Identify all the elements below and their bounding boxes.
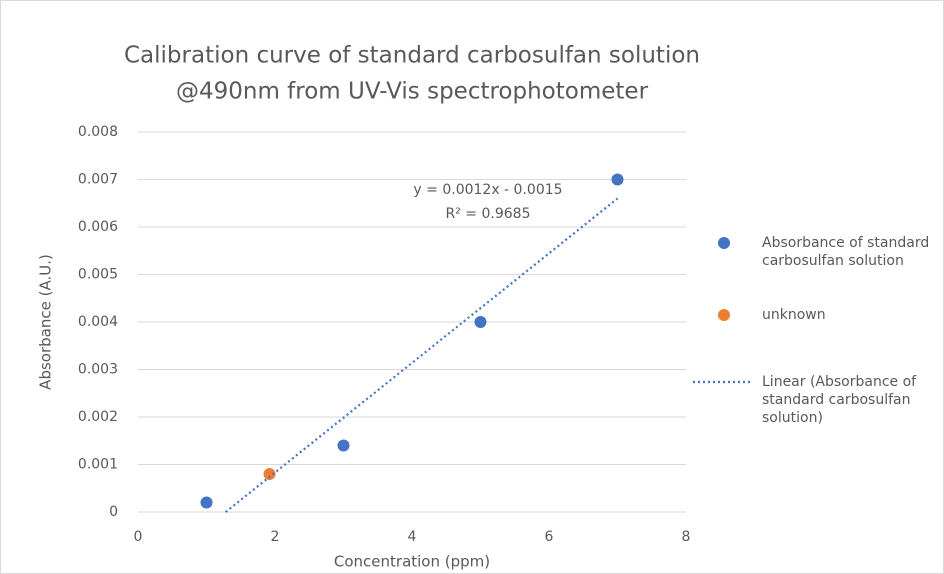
x-tick-label: 8 [682, 529, 691, 545]
y-tick-label: 0.001 [78, 457, 118, 473]
x-tick-label: 6 [545, 529, 554, 545]
y-tick-label: 0.003 [78, 362, 118, 378]
chart-title: @490nm from UV-Vis spectrophotometer [176, 79, 649, 105]
y-axis-label: Absorbance (A.U.) [37, 254, 55, 390]
x-tick-label: 0 [134, 529, 143, 545]
legend-label: Absorbance of standard carbosulfan solut… [762, 234, 942, 270]
y-tick-label: 0.006 [78, 219, 118, 235]
data-point [201, 497, 213, 509]
legend-symbol [718, 237, 730, 249]
chart: Calibration curve of standard carbosulfa… [0, 0, 944, 574]
y-tick-label: 0.008 [78, 124, 118, 140]
y-tick-label: 0.004 [78, 314, 118, 330]
x-axis-label: Concentration (ppm) [334, 553, 490, 571]
chart-title: Calibration curve of standard carbosulfa… [124, 43, 700, 69]
y-tick-label: 0.007 [78, 172, 118, 188]
legend-label: unknown [762, 306, 942, 324]
data-point [338, 440, 350, 452]
y-tick-label: 0.002 [78, 409, 118, 425]
equation: y = 0.0012x - 0.0015 [413, 182, 562, 198]
x-tick-label: 4 [408, 529, 417, 545]
legend-symbol [718, 309, 730, 321]
x-tick-label: 2 [271, 529, 280, 545]
y-tick-label: 0.005 [78, 267, 118, 283]
chart-container: Calibration curve of standard carbosulfa… [0, 0, 944, 574]
data-point [475, 316, 487, 328]
y-tick-label: 0 [109, 504, 118, 520]
legend-label: Linear (Absorbance of standard carbosulf… [762, 373, 942, 427]
r-squared: R² = 0.9685 [446, 206, 531, 222]
data-point [612, 174, 624, 186]
